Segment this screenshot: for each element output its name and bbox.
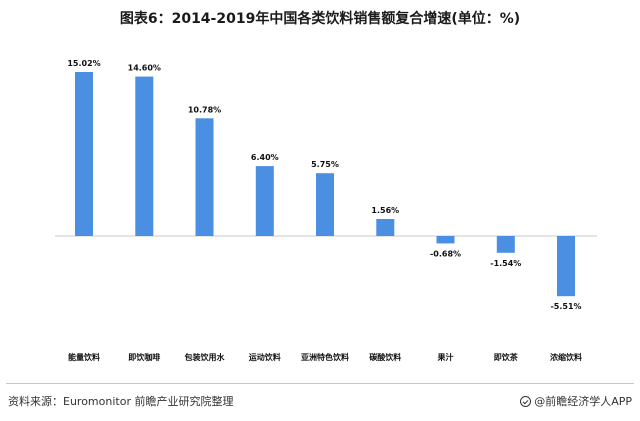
data-label-9: -5.51% [550, 302, 581, 311]
brand-credit: @前瞻经济学人APP [520, 393, 632, 409]
bar-9 [557, 236, 575, 297]
data-label-8: -1.54% [490, 259, 521, 268]
category-label-5: 亚洲特色饮料 [301, 352, 349, 362]
bar-8 [496, 236, 515, 253]
bar-3 [195, 118, 214, 236]
data-label-4: 6.40% [251, 153, 279, 162]
bar-6 [376, 219, 395, 236]
category-label-1: 能量饮料 [68, 352, 100, 362]
bar-7 [436, 236, 455, 244]
category-label-8: 即饮茶 [494, 352, 519, 362]
category-label-3: 包装饮用水 [184, 352, 226, 362]
bar-4 [255, 166, 274, 236]
bar-1 [75, 72, 93, 236]
data-label-6: 1.56% [371, 206, 399, 215]
bars-layer [75, 72, 575, 297]
category-label-6: 碳酸饮料 [369, 352, 401, 362]
data-label-3: 10.78% [188, 105, 221, 114]
brand-text: @前瞻经济学人APP [534, 395, 632, 408]
data-label-1: 15.02% [67, 59, 100, 68]
category-label-9: 浓缩饮料 [550, 352, 582, 362]
data-label-2: 14.60% [128, 64, 161, 73]
brand-circle-icon [520, 395, 532, 407]
footer-divider [6, 383, 634, 384]
bar-2 [135, 76, 154, 236]
category-label-7: 果汁 [437, 352, 454, 362]
category-label-4: 运动饮料 [249, 352, 281, 362]
categories-layer: 能量饮料 即饮咖啡 包装饮用水 运动饮料 亚洲特色饮料 碳酸饮料 果汁 即饮茶 浓缩饮料 [68, 352, 582, 362]
data-label-5: 5.75% [311, 160, 339, 169]
category-label-2: 即饮咖啡 [128, 352, 160, 362]
chart-title: 图表6：2014-2019年中国各类饮料销售额复合增速(单位：%) [119, 11, 521, 27]
labels-layer: 15.02% 14.60% 10.78% 6.40% 5.75% 1.56% -0.68% -… [67, 59, 581, 311]
data-label-7: -0.68% [430, 249, 461, 258]
source-note: 资料来源：Euromonitor 前瞻产业研究院整理 [8, 395, 234, 408]
bar-5 [316, 173, 334, 236]
